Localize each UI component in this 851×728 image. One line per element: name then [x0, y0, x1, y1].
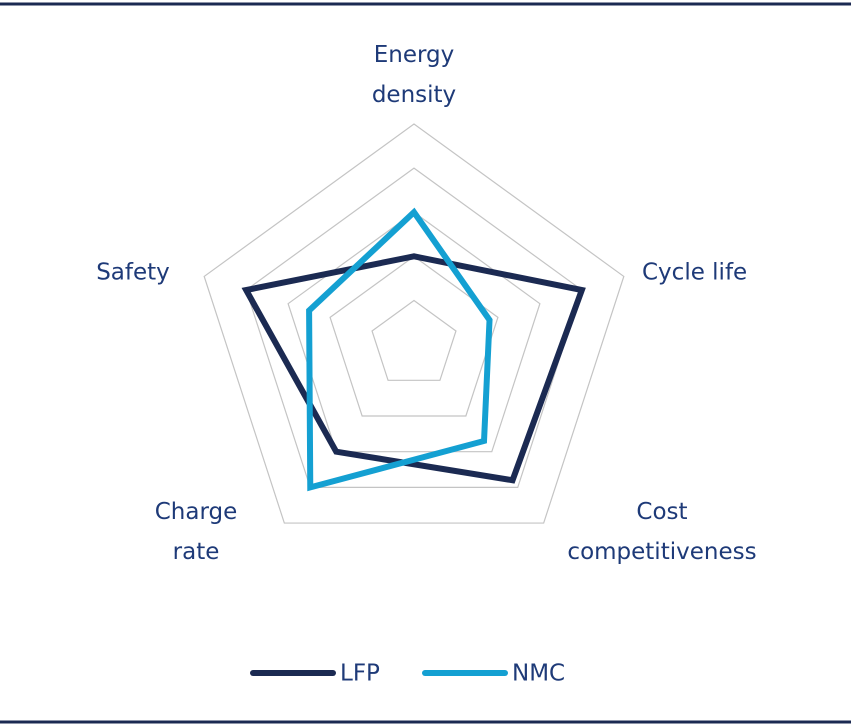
grid-ring	[287, 211, 541, 453]
grid-ring	[203, 123, 625, 524]
grid-ring	[329, 255, 499, 417]
axis-label: Charge rate	[155, 499, 238, 565]
axis-label: Cost competitiveness	[567, 499, 756, 565]
grid-ring	[371, 299, 457, 381]
axis-label: Energy density	[372, 42, 456, 108]
grid-ring	[245, 167, 583, 488]
axis-label: Cycle life	[642, 260, 747, 286]
axis-label: Safety	[96, 260, 170, 286]
legend-label: LFP	[340, 661, 380, 687]
legend-label: NMC	[512, 661, 565, 687]
series-line	[241, 253, 586, 484]
series-line	[306, 207, 493, 492]
